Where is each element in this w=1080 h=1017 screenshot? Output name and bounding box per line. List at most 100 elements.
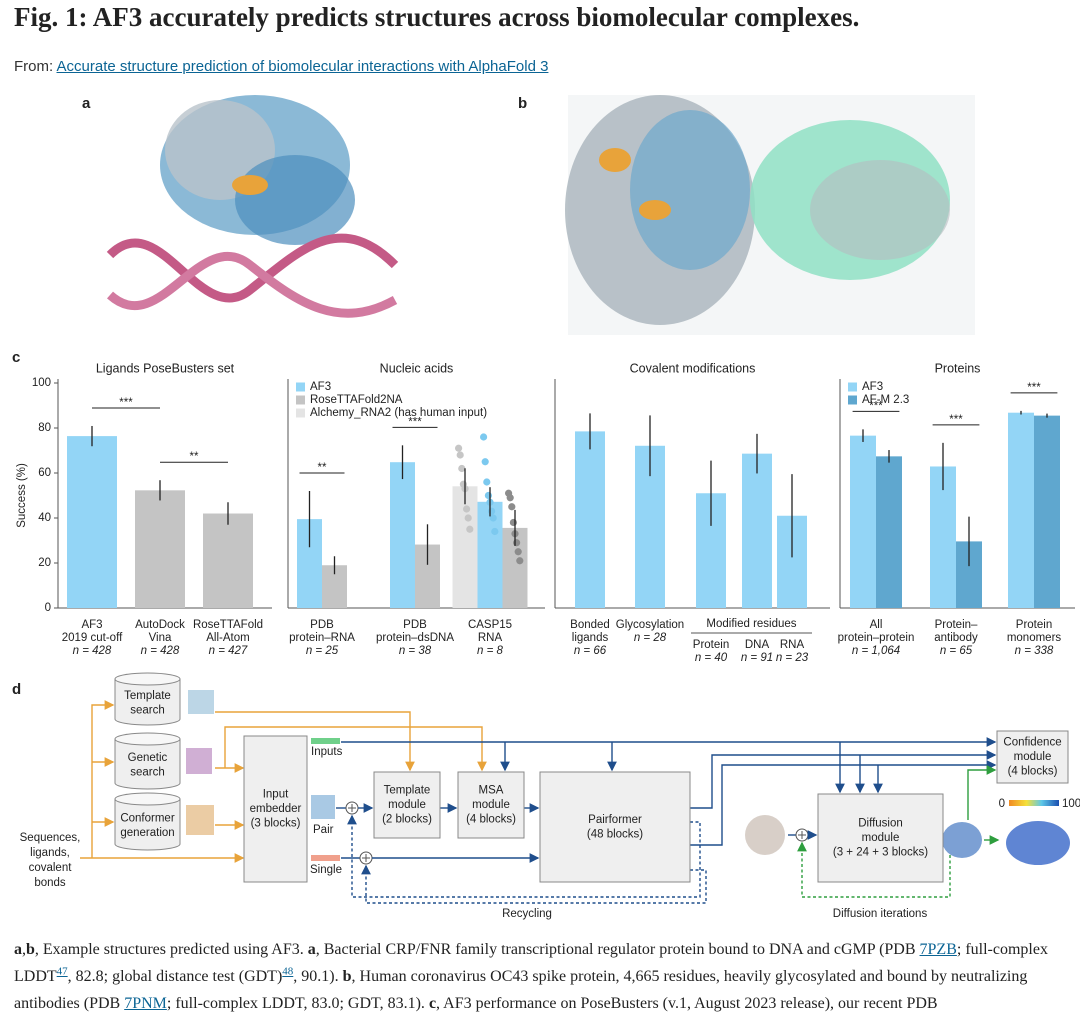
sample-size: n = 65 — [940, 645, 973, 657]
caption-link[interactable]: 7PNM — [124, 995, 167, 1012]
stream-label: Single — [310, 864, 342, 876]
y-tick-label: 0 — [45, 602, 51, 614]
module-node — [817, 793, 944, 883]
caption-text: , AF3 performance on PoseBusters (v.1, A… — [436, 995, 938, 1012]
node-label: generation — [120, 827, 174, 839]
add-sign — [362, 854, 370, 862]
figure: a b c d — [12, 95, 1080, 920]
x-tick-label: Vina — [149, 632, 172, 644]
confidence-structure — [1006, 821, 1070, 865]
x-tick-label: Glycosylation — [616, 619, 684, 631]
database-node-top — [114, 672, 181, 686]
sample-size: n = 428 — [73, 645, 112, 657]
inputs-embedding — [311, 738, 340, 744]
sample-size: n = 338 — [1015, 645, 1054, 657]
sample-size: n = 1,064 — [852, 645, 900, 657]
caption-link[interactable]: 7PZB — [919, 941, 957, 958]
database-node — [114, 799, 181, 851]
caption-text: , — [22, 941, 26, 958]
caption-text: ; full-complex LDDT — [14, 941, 1048, 985]
ligand — [232, 175, 268, 195]
legend-label: AF3 — [862, 381, 883, 393]
figure-title: Fig. 1: AF3 accurately predicts structur… — [14, 2, 860, 32]
bar — [850, 435, 876, 608]
bar — [742, 453, 772, 608]
bar — [1008, 412, 1034, 608]
msa-icon — [186, 748, 212, 774]
x-tick-label: PDB — [310, 619, 334, 631]
legend-swatch — [296, 408, 305, 418]
x-tick-label: protein–dsDNA — [376, 632, 454, 644]
significance-label: *** — [869, 400, 883, 412]
node-label: module — [1014, 751, 1052, 763]
caption-text: , Example structures predicted using AF3… — [34, 941, 308, 958]
node-label: Template — [124, 690, 171, 702]
significance-label: *** — [119, 397, 133, 409]
sample-size: n = 28 — [634, 632, 667, 644]
module-node — [373, 771, 441, 839]
x-tick-label: Protein — [693, 639, 729, 651]
data-point — [506, 494, 514, 502]
node-label: (4 blocks) — [466, 814, 516, 826]
add-sign — [798, 831, 806, 839]
node-label: Conformer — [120, 812, 174, 824]
bar — [1034, 415, 1060, 608]
x-tick-label: All — [870, 619, 883, 631]
connector — [224, 726, 487, 772]
caption-sup-link[interactable]: 48 — [282, 965, 294, 978]
source-link[interactable]: Accurate structure prediction of biomole… — [56, 58, 549, 75]
y-tick-label: 100 — [32, 377, 51, 389]
protein-ribbon — [630, 110, 750, 270]
source-line: From: Accurate structure prediction of b… — [14, 58, 548, 75]
x-tick-label: PDB — [403, 619, 427, 631]
stream-label: Inputs — [311, 746, 343, 758]
data-point — [458, 464, 466, 473]
node-label: (48 blocks) — [587, 828, 643, 840]
module-node — [539, 771, 691, 883]
node-label: (4 blocks) — [1008, 766, 1058, 778]
figure-caption: a,b, Example structures predicted using … — [14, 936, 1072, 1017]
x-tick-label: AutoDock — [135, 619, 185, 631]
node-label: Template — [384, 785, 431, 797]
caption-text: , 82.8; global distance test (GDT) — [67, 968, 283, 985]
caption-bold: a — [307, 941, 316, 958]
inputs-label: bonds — [34, 877, 66, 889]
x-tick-label: CASP15 — [468, 619, 512, 631]
bar — [135, 490, 185, 608]
data-point — [488, 507, 496, 515]
node-label: search — [130, 766, 165, 778]
significance-label: *** — [408, 416, 422, 428]
inputs-label: ligands, — [30, 847, 70, 859]
y-tick-label: 60 — [38, 467, 51, 479]
database-node-top — [114, 792, 181, 806]
node-label: module — [388, 799, 426, 811]
data-point — [514, 548, 522, 556]
node-label: search — [130, 704, 165, 716]
node-label: Genetic — [128, 752, 168, 764]
diagram-connectors — [80, 690, 1070, 904]
x-tick-label: ligands — [572, 632, 609, 644]
x-tick-label: DNA — [745, 639, 770, 651]
node-label: (3 + 24 + 3 blocks) — [833, 847, 928, 859]
x-tick-label: monomers — [1007, 632, 1062, 644]
caption-sup-link[interactable]: 47 — [56, 965, 68, 978]
sample-size: n = 427 — [209, 645, 248, 657]
caption-text: , Human coronavirus OC43 spike protein, … — [14, 968, 1028, 1012]
data-point — [481, 458, 489, 466]
data-point — [464, 514, 472, 522]
add-sign — [348, 804, 356, 812]
x-tick-label: Bonded — [570, 619, 610, 631]
x-tick-label: 2019 cut-off — [62, 632, 123, 644]
data-point — [456, 451, 464, 459]
node-label: embedder — [250, 803, 302, 815]
bar — [575, 431, 605, 608]
caption-text: , Bacterial CRP/FNR family transcription… — [315, 941, 920, 958]
x-tick-label: antibody — [934, 632, 978, 644]
sample-size: n = 66 — [574, 645, 607, 657]
protein-ribbon — [810, 160, 950, 260]
group-label: Modified residues — [706, 618, 796, 630]
glycan — [639, 200, 671, 220]
data-point — [513, 539, 521, 547]
bar — [452, 486, 478, 608]
node-label: module — [472, 799, 510, 811]
